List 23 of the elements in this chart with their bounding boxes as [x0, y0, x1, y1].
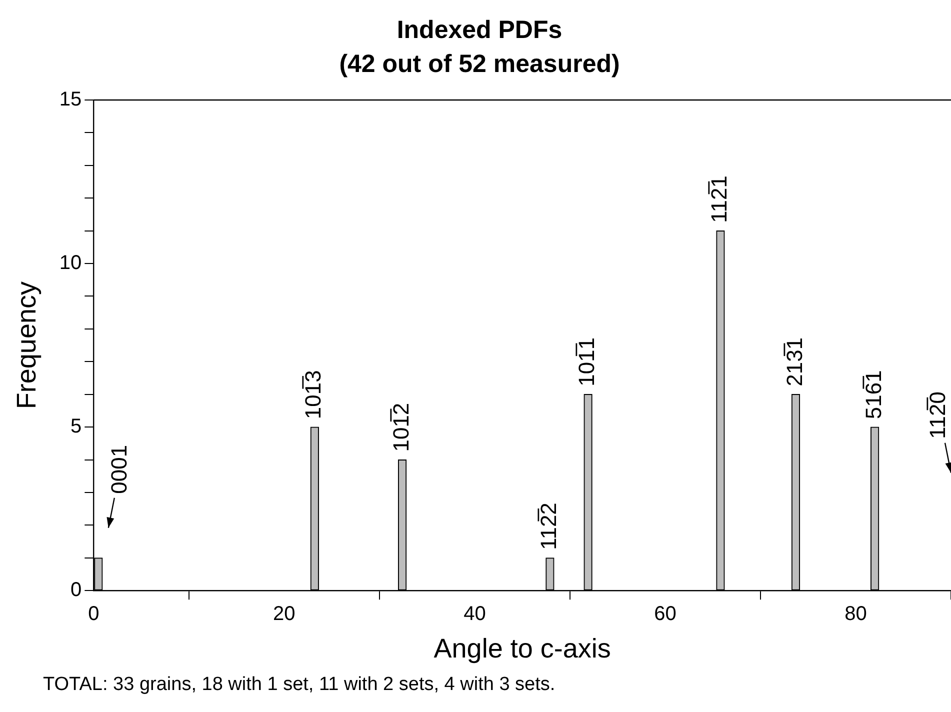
annotation: 112̅0: [925, 392, 950, 439]
chart-subtitle: (42 out of 52 measured): [339, 50, 620, 78]
annotation: 101̅2: [388, 402, 414, 452]
x-tick-label: 80: [844, 603, 867, 626]
x-axis-title: Angle to c-axis: [434, 633, 611, 664]
x-tick-label: 0: [88, 603, 100, 626]
y-tick-label: 0: [70, 579, 82, 602]
y-tick-label: 5: [70, 416, 82, 438]
annotation: 112̅1: [706, 176, 732, 223]
y-tick-label: 15: [59, 88, 82, 111]
annotation: 112̅2: [536, 502, 562, 550]
text: TOTAL: 33 grains, 18 with 1 set, 11 with 2 sets, 4 with 3 sets.: [43, 674, 556, 696]
annotation: 213̅1: [782, 337, 807, 386]
annotation: 101̅3: [300, 370, 326, 420]
chart-title: Indexed PDFs: [396, 16, 562, 44]
x-tick-label: 40: [464, 603, 486, 626]
annotation: 516̅1: [860, 370, 886, 420]
x-tick-label: 20: [273, 603, 296, 626]
annotation: 0001: [106, 444, 132, 494]
annotation: 101̅1: [574, 337, 600, 386]
y-axis-title: Frequency: [12, 281, 42, 410]
y-tick-label: 10: [59, 252, 82, 274]
x-tick-label: 60: [654, 603, 676, 626]
